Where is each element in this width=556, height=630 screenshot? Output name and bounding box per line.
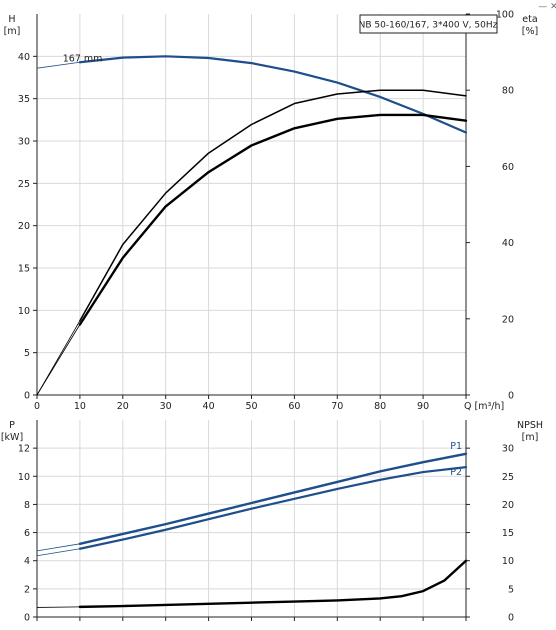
bottom-series-2-extension <box>36 606 80 608</box>
y-right-axis-unit: [m] <box>522 432 539 443</box>
x-tick-label: 20 <box>117 401 129 412</box>
y-right-tick-label: 80 <box>502 86 514 97</box>
y-left-axis-unit: [kW] <box>1 432 23 443</box>
series-label-p2: P2 <box>450 467 462 478</box>
y-right-tick-label: 60 <box>502 162 514 173</box>
chart-title: NB 50-160/167, 3*400 V, 50Hz <box>359 21 498 31</box>
y-left-tick-label: 4 <box>24 556 30 567</box>
y-left-tick-label: 8 <box>24 500 30 511</box>
y-left-axis-title: P <box>9 420 15 431</box>
y-left-tick-label: 0 <box>24 613 30 624</box>
y-left-tick-label: 10 <box>18 306 30 317</box>
y-left-tick-label: 15 <box>18 264 30 275</box>
y-right-axis-title: eta <box>522 14 537 25</box>
y-left-axis-unit: [m] <box>4 26 21 37</box>
y-right-tick-label: 40 <box>502 238 514 249</box>
top-series-0-extension <box>36 61 80 69</box>
x-axis-title: Q [m³/h] <box>464 401 504 412</box>
top-series-2-extension <box>36 324 81 396</box>
x-tick-label: 60 <box>288 401 300 412</box>
y-right-axis-unit: [%] <box>522 26 538 37</box>
y-left-tick-label: 0 <box>24 391 30 402</box>
series-label-impeller: 167 mm <box>63 53 103 64</box>
y-right-axis-title: NPSH <box>517 420 543 431</box>
x-tick-label: 80 <box>374 401 386 412</box>
y-right-tick-label: 0 <box>508 613 514 624</box>
head-efficiency-panel: 0 5 10 15 20 25 30 35 40 0 20 40 60 80 100 H[m] eta[%] 0 1… <box>4 10 539 413</box>
y-left-tick-label: 10 <box>18 472 30 483</box>
x-tick-label: 30 <box>160 401 172 412</box>
y-right-tick-label: 20 <box>502 314 514 325</box>
x-tick-label: 70 <box>331 401 343 412</box>
bottom-series-2-line <box>78 559 468 609</box>
x-tick-label: 50 <box>245 401 257 412</box>
y-right-tick-label: 30 <box>502 444 514 455</box>
y-left-tick-label: 30 <box>18 137 30 148</box>
bottom-series-1-extension <box>36 548 80 557</box>
x-tick-label: 40 <box>203 401 215 412</box>
y-right-tick-label: 20 <box>502 500 514 511</box>
y-right-tick-label: 100 <box>496 10 514 21</box>
y-left-tick-label: 2 <box>24 584 30 595</box>
y-right-tick-label: 0 <box>508 391 514 402</box>
y-left-tick-label: 20 <box>18 221 30 232</box>
bottom-series-0-extension <box>36 543 80 552</box>
top-series-2-line <box>78 113 468 326</box>
bottom-series-0-line <box>78 452 468 546</box>
bottom-series-1-line <box>78 466 468 550</box>
y-left-tick-label: 25 <box>18 179 30 190</box>
x-tick-label: 10 <box>74 401 86 412</box>
series-label-p1: P1 <box>450 441 462 452</box>
x-tick-label: 90 <box>417 401 429 412</box>
y-left-tick-label: 12 <box>18 444 30 455</box>
y-right-tick-label: 10 <box>502 556 514 567</box>
y-left-axis-title: H <box>8 14 15 25</box>
power-npsh-panel: 0 2 4 6 8 10 12 0 5 10 15 20 25 30 P[kW] NPSH[m] P1 P2 <box>1 420 543 624</box>
corner-mark: — ✕ <box>538 2 556 12</box>
top-series-0-line <box>78 55 468 134</box>
x-tick-label: 0 <box>34 401 40 412</box>
y-left-tick-label: 5 <box>24 348 30 359</box>
y-right-tick-label: 15 <box>502 528 514 539</box>
y-left-tick-label: 35 <box>18 94 30 105</box>
y-left-tick-label: 40 <box>18 52 30 63</box>
y-right-tick-label: 5 <box>508 584 514 595</box>
y-right-tick-label: 25 <box>502 472 514 483</box>
top-series-1-line <box>79 89 467 322</box>
chart-title-box: NB 50-160/167, 3*400 V, 50Hz <box>359 14 498 34</box>
y-left-tick-label: 6 <box>24 528 30 539</box>
